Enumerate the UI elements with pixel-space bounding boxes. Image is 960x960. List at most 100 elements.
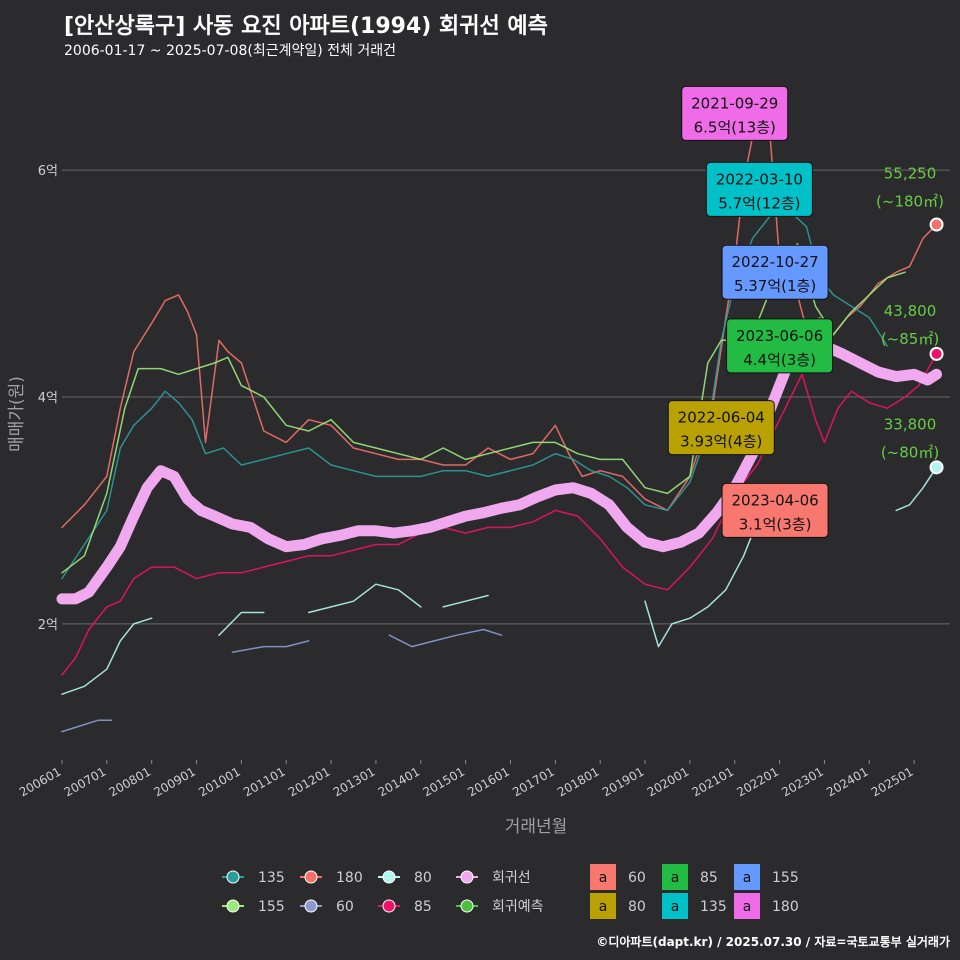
annotation-date: 2021-09-29 [691, 94, 778, 112]
legend-marker [226, 899, 240, 913]
endpoint-marker [929, 217, 944, 232]
annotation-price: 6.5억(13층) [694, 118, 776, 136]
x-tick-label: 200901 [151, 764, 198, 799]
x-axis-title: 거래년월 [505, 817, 568, 837]
legend-box-label: 85 [700, 870, 718, 886]
credit-footer: ©디아파트(dapt.kr) / 2025.07.30 / 자료=국토교통부 실… [596, 935, 950, 949]
x-tick-label: 201201 [286, 764, 333, 799]
legend-label: 85 [414, 899, 432, 915]
legend-box-label: 80 [628, 899, 646, 915]
endpoint-area: (~80㎡) [881, 443, 939, 461]
legend-box-label: 135 [700, 899, 727, 915]
x-tick-label: 200601 [17, 764, 64, 799]
x-tick-label: 202201 [734, 764, 781, 799]
x-tick-label: 201501 [420, 764, 467, 799]
annotation-date: 2022-06-04 [678, 409, 765, 427]
endpoint-area: (~85㎡) [881, 330, 939, 348]
regression-line [56, 337, 942, 605]
annotation-box [721, 482, 829, 538]
legend-box-label: 180 [772, 899, 799, 915]
legend-box [662, 893, 688, 919]
endpoint-area: (~180㎡) [876, 193, 944, 211]
legend-box-glyph: a [743, 899, 752, 915]
y-tick-label: 4억 [38, 391, 58, 406]
legend-label: 60 [336, 899, 354, 915]
y-axis-title: 매매가(원) [7, 376, 27, 452]
x-tick-label: 201601 [465, 764, 512, 799]
x-tick-label: 201701 [510, 764, 557, 799]
legend-box [590, 864, 616, 890]
legend-box-glyph: a [599, 899, 608, 915]
endpoint-marker [929, 346, 944, 361]
x-tick-label: 201801 [555, 764, 602, 799]
legend-marker [382, 870, 396, 884]
series-line-80 [61, 617, 153, 695]
series-line-85 [61, 353, 938, 676]
annotation-price: 4.4억(3층) [743, 351, 816, 369]
legend-box [734, 864, 760, 890]
x-tick-label: 200701 [62, 764, 109, 799]
x-tick-label: 202401 [824, 764, 871, 799]
x-tick-label: 201001 [196, 764, 243, 799]
legend-marker [382, 899, 396, 913]
x-tick-label: 202501 [869, 764, 916, 799]
annotation-price: 3.1억(3층) [739, 515, 812, 533]
series-line-80d [442, 594, 489, 608]
endpoint-value: 55,250 [884, 165, 937, 183]
y-tick-label: 2억 [38, 618, 58, 633]
annotation-box [721, 244, 829, 300]
x-tick-label: 201401 [376, 764, 423, 799]
annotation-box [705, 161, 813, 217]
series-line-60c [388, 628, 503, 648]
legend-box-glyph: a [743, 870, 752, 886]
legend-marker [226, 870, 240, 884]
x-tick-label: 202101 [690, 764, 737, 799]
legend-box-glyph: a [671, 870, 680, 886]
legend-box-label: 60 [628, 870, 646, 886]
chart-subtitle: 2006-01-17 ~ 2025-07-08(최근계약일) 전체 거래건 [64, 43, 396, 59]
series-line-60 [61, 719, 113, 733]
series-line-80b [218, 611, 265, 636]
series-line-80c [307, 583, 422, 614]
annotation-date: 2022-10-27 [731, 253, 818, 271]
annotation-box [681, 85, 789, 141]
annotation-date: 2022-03-10 [716, 170, 803, 188]
series-line-80f [895, 466, 938, 512]
endpoint-value: 43,800 [884, 302, 937, 320]
legend-label: 180 [336, 870, 363, 886]
legend-marker [304, 899, 318, 913]
legend-box [662, 864, 688, 890]
legend-label: 80 [414, 870, 432, 886]
x-tick-label: 200801 [107, 764, 154, 799]
legend-box-glyph: a [599, 870, 608, 886]
legend-marker [304, 870, 318, 884]
annotation-price: 3.93억(4층) [680, 433, 762, 451]
x-tick-label: 202001 [645, 764, 692, 799]
series-line-135 [61, 209, 888, 580]
x-tick-label: 202301 [779, 764, 826, 799]
legend-box [590, 893, 616, 919]
legend-box [734, 893, 760, 919]
annotation-box [667, 400, 775, 456]
annotation-box [726, 318, 834, 374]
legend-box-glyph: a [671, 899, 680, 915]
annotation-date: 2023-06-06 [736, 327, 823, 345]
endpoint-value: 33,800 [884, 415, 937, 433]
annotation-date: 2023-04-06 [731, 491, 818, 509]
legend-box-label: 155 [772, 870, 799, 886]
y-tick-label: 6억 [38, 164, 58, 179]
annotation-price: 5.37억(1층) [734, 277, 816, 295]
legend-marker [460, 870, 474, 884]
legend-label: 155 [258, 899, 285, 915]
legend-label: 회귀선 [492, 870, 531, 886]
legend-marker [460, 899, 474, 913]
legend-label: 회귀예측 [492, 899, 544, 915]
x-tick-label: 201101 [241, 764, 288, 799]
series-line-60b [231, 640, 310, 653]
annotation-price: 5.7억(12층) [718, 194, 800, 212]
x-tick-label: 201901 [600, 764, 647, 799]
legend-label: 135 [258, 870, 285, 886]
endpoint-marker [929, 460, 944, 475]
chart-title: [안산상록구] 사동 요진 아파트(1994) 회귀선 예측 [64, 14, 548, 39]
